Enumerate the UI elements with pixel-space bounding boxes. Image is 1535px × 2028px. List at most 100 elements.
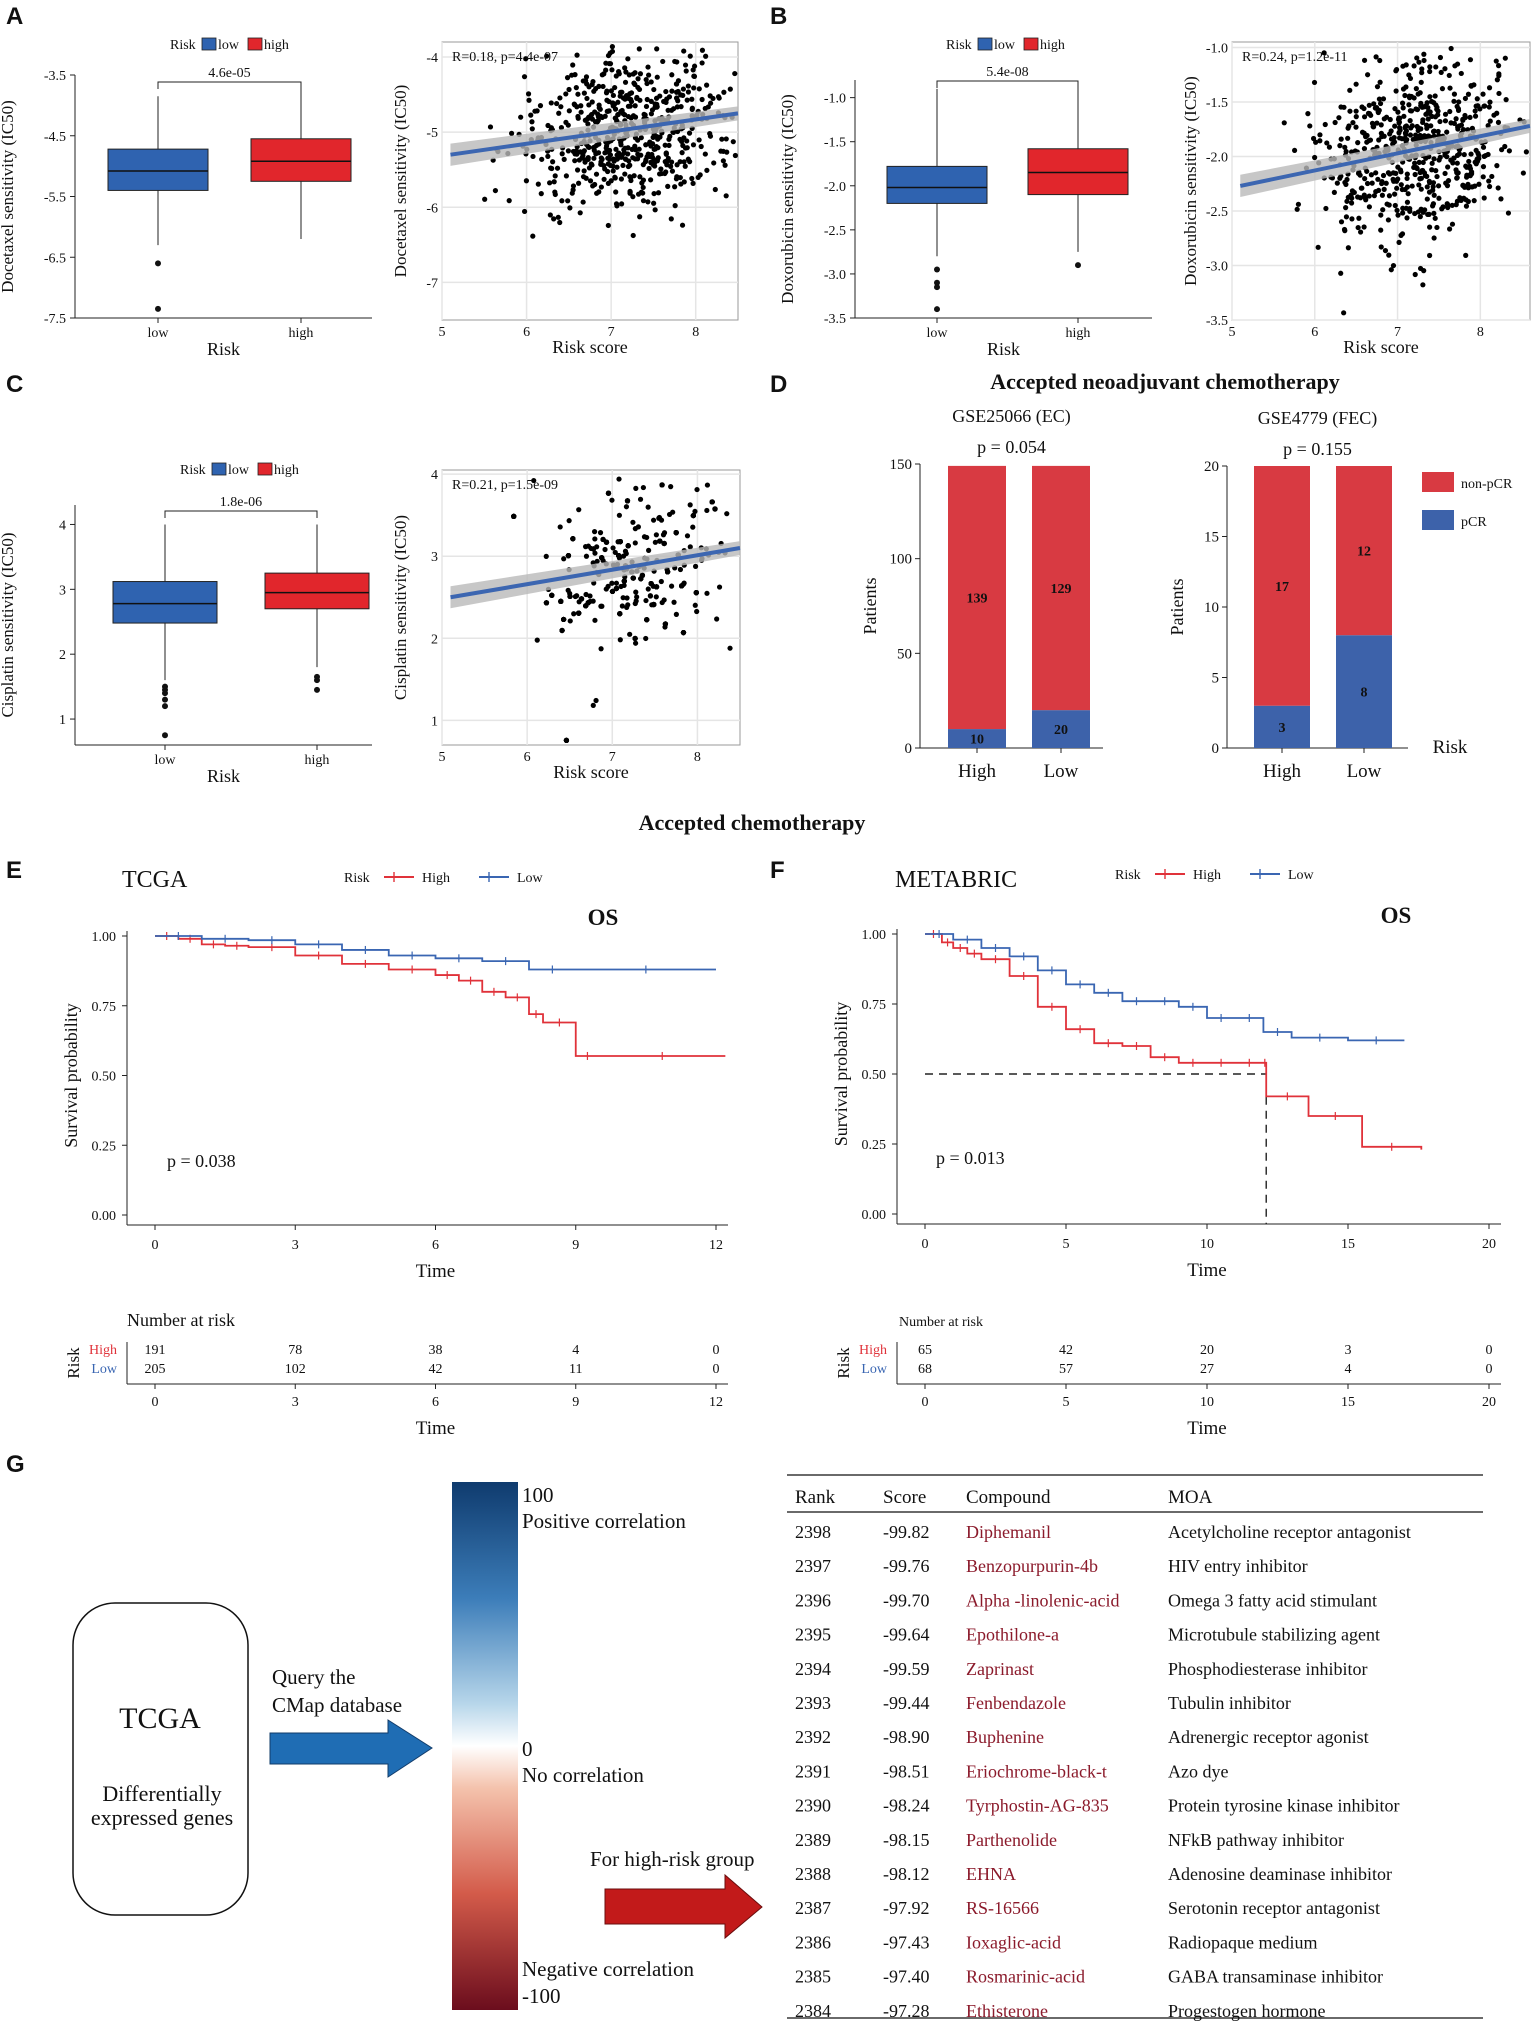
- scatter-point: [626, 72, 632, 78]
- scatter-point: [634, 594, 640, 600]
- y-tick-label: 3: [59, 583, 66, 598]
- scatter-point: [668, 216, 674, 222]
- scatter-point: [1495, 119, 1502, 125]
- x-tick-label: 3: [292, 1238, 299, 1253]
- y-tick-label: -3.0: [1206, 259, 1228, 274]
- scatter-point: [566, 86, 572, 93]
- scatter-point: [620, 595, 626, 601]
- km-legend-label-High: High: [1193, 868, 1221, 883]
- scatter-point: [646, 547, 652, 553]
- scatter-point: [1377, 79, 1383, 85]
- scatter-point: [690, 180, 696, 186]
- y-tick-label: -4.5: [44, 130, 66, 145]
- scatter-point: [610, 545, 616, 551]
- legend-title: Risk: [180, 463, 206, 478]
- scatter-point: [643, 635, 649, 642]
- legend-label-high: high: [264, 38, 289, 53]
- scatter-point: [1493, 58, 1499, 64]
- scatter-point: [680, 142, 686, 149]
- table-cell-score: -99.59: [883, 1659, 930, 1679]
- scatter-point: [628, 96, 634, 103]
- box-outlier: [934, 306, 940, 313]
- scatter-point: [1487, 183, 1493, 190]
- scatter-point: [665, 183, 671, 189]
- scatter-point: [1376, 137, 1382, 143]
- scatter-point: [1406, 102, 1412, 108]
- scatter-point: [625, 602, 631, 608]
- scatter-point: [596, 189, 602, 195]
- scatter-point: [612, 549, 618, 556]
- scatter-point: [669, 159, 675, 165]
- scatter-point: [648, 98, 654, 105]
- scatter-point: [1496, 71, 1502, 77]
- risk-table-value: 11: [569, 1362, 582, 1377]
- scatter-point: [1429, 167, 1435, 173]
- scatter-point: [1338, 104, 1344, 110]
- scatter-point: [636, 86, 643, 93]
- scatter-point: [640, 177, 647, 183]
- scatter-point: [589, 116, 596, 122]
- table-cell-score: -97.43: [883, 1932, 930, 1952]
- scatter-point: [1397, 167, 1404, 173]
- scatter-point: [1455, 124, 1461, 130]
- scatter-point: [670, 129, 677, 136]
- scatter-point: [564, 75, 571, 81]
- x-tick-label: 12: [709, 1238, 723, 1253]
- km-legend-label-High: High: [422, 871, 450, 886]
- scatter-point: [1434, 224, 1440, 231]
- scatter-point: [707, 130, 713, 137]
- scatter-point: [622, 171, 628, 177]
- table-cell-compound: RS-16566: [966, 1898, 1039, 1918]
- scatter-point: [615, 99, 621, 105]
- scatter-point: [1469, 171, 1475, 177]
- scatter-point: [649, 151, 655, 158]
- bar-value-label: 129: [1051, 582, 1072, 597]
- scatter-point: [1444, 129, 1450, 135]
- scatter-point: [592, 617, 598, 623]
- scatter-point: [1414, 55, 1420, 61]
- scatter-point: [557, 219, 563, 226]
- y-tick-label: -3.0: [824, 268, 846, 283]
- y-tick-label: -4: [426, 51, 438, 66]
- risk-table-tick-label: 15: [1341, 1395, 1355, 1410]
- scatter-point: [575, 113, 581, 120]
- legend-label-high: high: [274, 463, 299, 478]
- scatter-point: [1396, 120, 1402, 126]
- legend-swatch-high: [257, 462, 273, 476]
- y-tick-label: -2.5: [1206, 205, 1228, 220]
- scatter-point: [1456, 99, 1462, 105]
- scatter-point: [1427, 180, 1433, 186]
- scatter-point: [1361, 146, 1368, 152]
- y-tick-label: -5.5: [44, 191, 66, 206]
- x-axis-title: Time: [416, 1261, 455, 1282]
- km-endpoint-label: OS: [1381, 903, 1412, 928]
- y-tick-label: 150: [890, 457, 913, 473]
- scatter-point: [627, 631, 633, 637]
- scatter-point: [722, 162, 728, 168]
- scatter-point: [526, 97, 532, 103]
- scatter-point: [622, 79, 629, 85]
- scatter-point: [635, 151, 641, 157]
- scatter-point: [595, 117, 601, 123]
- scatter-point: [642, 159, 649, 165]
- scatter-point: [1491, 112, 1497, 118]
- scatter-point: [552, 173, 558, 179]
- section-title-chemotherapy: Accepted chemotherapy: [639, 810, 866, 835]
- scatter-point: [1472, 113, 1479, 119]
- scatter-point: [587, 593, 593, 599]
- scatter-point: [1331, 189, 1337, 196]
- scatter-point: [1430, 201, 1437, 207]
- bar-non-pCR-High: [1254, 466, 1310, 706]
- table-cell-rank: 2396: [795, 1590, 831, 1610]
- x-tick-label: 10: [1200, 1237, 1214, 1252]
- scatter-point: [535, 181, 541, 187]
- scatter-point: [630, 575, 636, 581]
- scatter-point: [1321, 50, 1327, 56]
- scatter-point: [1420, 282, 1426, 288]
- scatter-point: [1413, 132, 1419, 138]
- x-tick-label: low: [148, 326, 170, 341]
- scatter-point: [621, 582, 627, 589]
- scatter-point: [1407, 108, 1413, 114]
- x-tick-label: 8: [694, 750, 701, 765]
- scatter-point: [613, 580, 620, 586]
